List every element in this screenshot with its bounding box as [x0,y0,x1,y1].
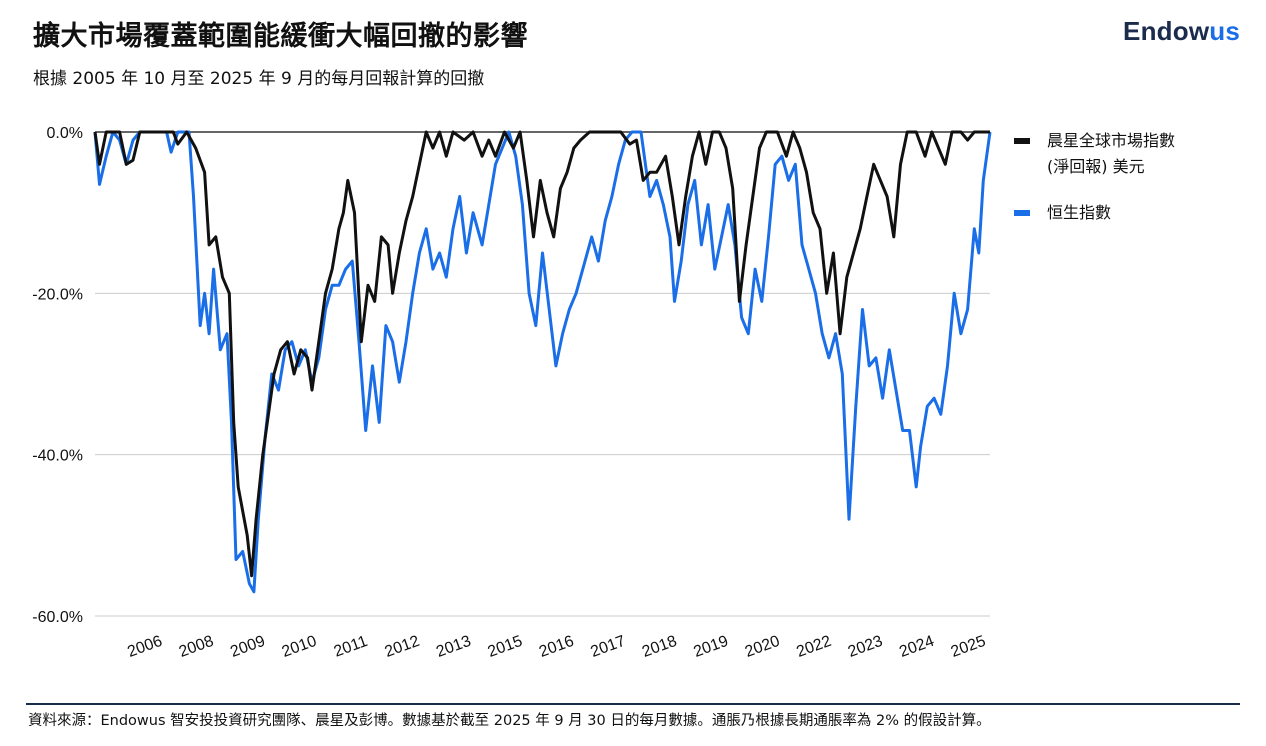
legend-label-global-sub: (淨回報) 美元 [1047,157,1145,176]
y-tick-label: -20.0% [32,286,83,303]
chart-title: 擴大市場覆蓋範圍能緩衝大幅回撤的影響 [33,21,528,52]
x-tick-label: 2024 [897,633,936,661]
x-tick-label: 2011 [332,633,370,661]
y-tick-label: -60.0% [32,609,83,626]
x-tick-label: 2015 [486,633,525,661]
chart-subtitle: 根據 2005 年 10 月至 2025 年 9 月的每月回報計算的回撤 [33,69,485,89]
logo-accent-text: us [1209,16,1240,46]
x-tick-label: 2017 [588,633,627,661]
legend: 晨星全球市場指數 (淨回報) 美元 恒生指數 [1014,128,1254,246]
endowus-logo: Endowus [1123,16,1240,47]
x-tick-label: 2008 [177,633,216,661]
x-tick-label: 2006 [125,633,164,661]
x-tick-label: 2016 [537,633,576,661]
series-line-global [93,130,990,578]
x-tick-label: 2020 [743,633,782,661]
x-tick-label: 2018 [640,633,679,661]
legend-swatch-global [1014,138,1030,144]
legend-item-global: 晨星全球市場指數 (淨回報) 美元 [1014,128,1254,180]
x-tick-label: 2009 [228,633,267,661]
source-note: 資料來源：Endowus 智安投投資研究團隊、晨星及彭博。數據基於截至 2025… [28,713,991,729]
x-tick-label: 2025 [949,633,988,661]
drawdown-chart: 0.0%-20.0%-40.0%-60.0% 2006 2008 2009 2010 2… [32,125,992,661]
y-tick-label: -40.0% [32,448,83,465]
x-axis-ticks: 2006 2008 2009 2010 2011 2012 2013 2015 2016 2017… [125,633,988,661]
gridlines [95,131,990,617]
x-tick-label: 2013 [434,633,473,661]
legend-label-hsi: 恒生指數 [1047,203,1112,222]
legend-item-hsi: 恒生指數 [1014,200,1254,226]
x-tick-label: 2023 [846,633,885,661]
series-line-hsi [93,130,992,594]
logo-main-text: Endow [1123,16,1210,46]
series-lines [93,130,992,594]
legend-label-global: 晨星全球市場指數 [1047,131,1176,150]
footer-divider [26,703,1240,705]
legend-swatch-hsi [1014,210,1030,216]
y-tick-label: 0.0% [47,125,83,142]
y-axis-ticks: 0.0% -20.0% -40.0% -60.0% [32,125,83,626]
x-tick-label: 2012 [383,633,422,661]
x-tick-label: 2022 [794,633,833,661]
x-tick-label: 2019 [691,633,730,661]
x-tick-label: 2010 [280,633,319,661]
